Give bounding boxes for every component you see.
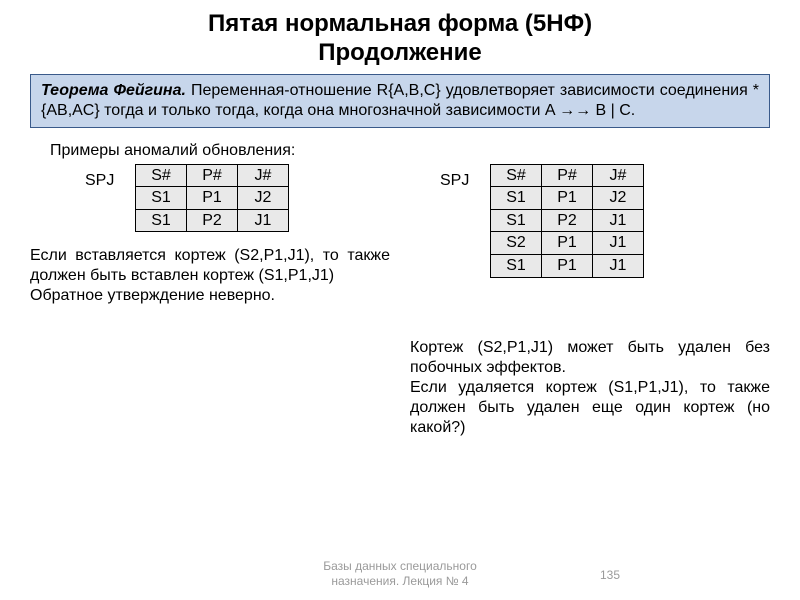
footer-line-2: назначения. Лекция № 4 <box>0 574 800 590</box>
col-header: P# <box>187 164 238 187</box>
theorem-lead: Теорема Фейгина. <box>41 82 186 99</box>
col-header: P# <box>542 164 593 187</box>
title-line-1: Пятая нормальная форма (5НФ) <box>208 10 592 37</box>
example-columns: SPJ S# P# J# S1 P1 J2 S1 P2 J1 Есл <box>30 164 770 307</box>
table-header-row: S# P# J# <box>491 164 644 187</box>
table-row: S1 P1 J2 <box>491 187 644 210</box>
table-row: S1 P2 J1 <box>491 209 644 232</box>
col-header: S# <box>136 164 187 187</box>
col-header: J# <box>238 164 289 187</box>
left-table: S# P# J# S1 P1 J2 S1 P2 J1 <box>135 164 289 233</box>
slide: Пятая нормальная форма (5НФ) Продолжение… <box>0 0 800 600</box>
footer-line-1: Базы данных специального <box>0 559 800 575</box>
title-line-2: Продолжение <box>318 39 481 66</box>
page-number: 135 <box>600 568 620 584</box>
examples-heading: Примеры аномалий обновления: <box>50 142 770 160</box>
right-table: S# P# J# S1 P1 J2 S1 P2 J1 S2 P1 J1 <box>490 164 644 278</box>
slide-title: Пятая нормальная форма (5НФ) Продолжение <box>30 10 770 68</box>
left-table-label: SPJ <box>85 172 114 190</box>
right-example: SPJ S# P# J# S1 P1 J2 S1 P2 J1 <box>410 164 770 307</box>
table-row: S1 P1 J2 <box>136 187 289 210</box>
table-row: S1 P1 J1 <box>491 254 644 277</box>
theorem-box: Теорема Фейгина. Переменная-отношение R{… <box>30 74 770 128</box>
left-example: SPJ S# P# J# S1 P1 J2 S1 P2 J1 Есл <box>30 164 390 307</box>
right-table-label: SPJ <box>440 172 469 190</box>
table-header-row: S# P# J# <box>136 164 289 187</box>
slide-footer: Базы данных специального назначения. Лек… <box>0 559 800 590</box>
right-note: Кортеж (S2,P1,J1) может быть удален без … <box>410 338 770 438</box>
left-note: Если вставляется кортеж (S2,P1,J1), то т… <box>30 246 390 306</box>
col-header: J# <box>593 164 644 187</box>
table-row: S1 P2 J1 <box>136 209 289 232</box>
table-row: S2 P1 J1 <box>491 232 644 255</box>
col-header: S# <box>491 164 542 187</box>
